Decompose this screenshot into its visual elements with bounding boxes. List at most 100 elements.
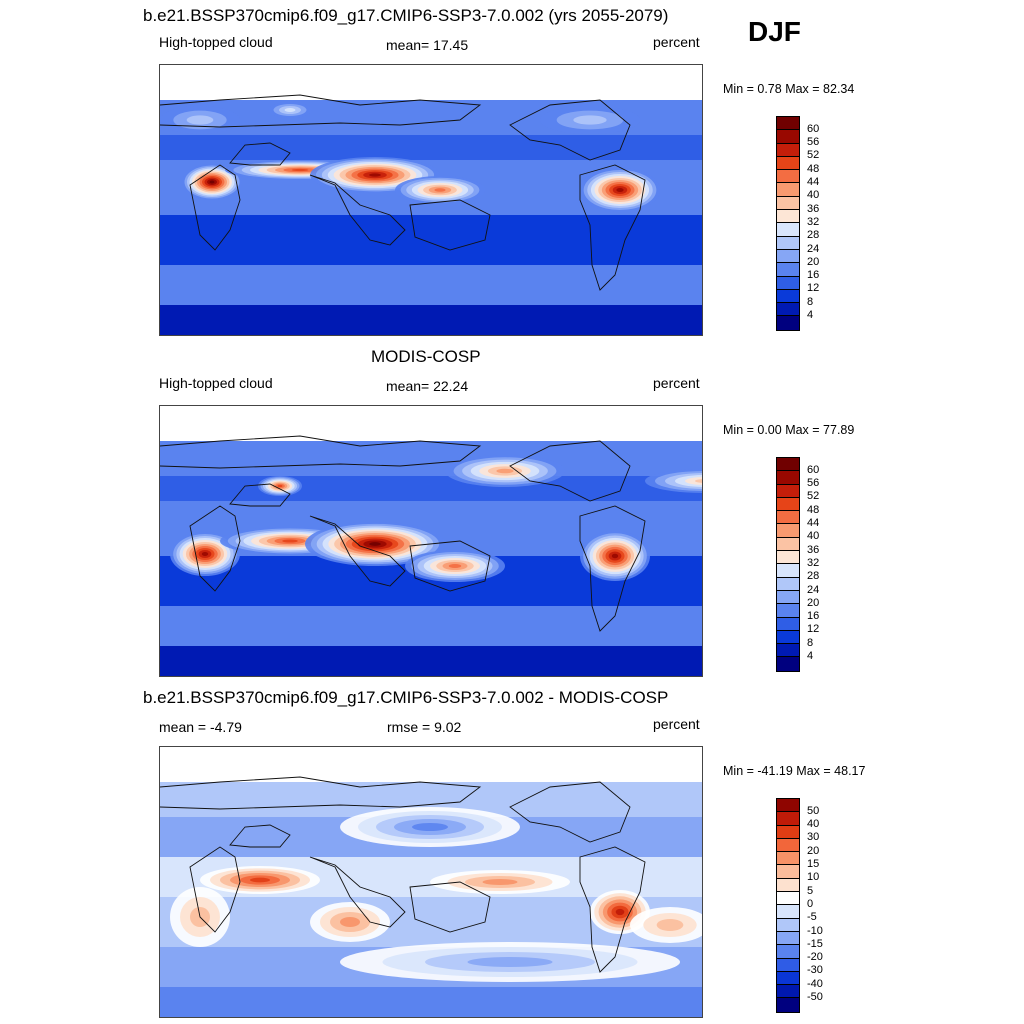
panel-3-mean-label: mean = -4.79 xyxy=(159,719,242,735)
contour-blob xyxy=(611,553,619,559)
colorbar-tick-label: 4 xyxy=(807,309,814,321)
panel-1-contour-plot xyxy=(160,65,702,335)
contour-blob xyxy=(695,479,702,483)
panel-3-units-label: percent xyxy=(653,716,700,732)
colorbar-tick-label: 8 xyxy=(807,295,814,308)
colorbar-swatch xyxy=(777,812,799,826)
colorbar-swatch xyxy=(777,590,799,605)
colorbar-swatch xyxy=(777,931,799,946)
contour-blob xyxy=(685,477,702,485)
colorbar-swatch xyxy=(777,892,799,906)
colorbar-tick-label: 36 xyxy=(807,543,820,556)
colorbar-tick-label: 12 xyxy=(807,282,820,295)
colorbar-swatches xyxy=(776,457,800,672)
colorbar-swatch xyxy=(777,143,799,157)
colorbar-tick-label: 44 xyxy=(807,517,820,529)
colorbar-tick-label: -10 xyxy=(807,924,823,937)
colorbar-swatch xyxy=(777,183,799,197)
colorbar-tick-label: 28 xyxy=(807,229,820,242)
colorbar-tick-label: 32 xyxy=(807,556,820,569)
contour-blob xyxy=(482,879,518,885)
colorbar-tick-label: 5 xyxy=(807,884,814,897)
coastline xyxy=(189,164,241,251)
contour-band xyxy=(160,747,702,782)
contour-band xyxy=(160,441,702,476)
coastline xyxy=(409,881,491,933)
colorbar-tick-label: 20 xyxy=(807,844,820,857)
coastline xyxy=(509,781,631,843)
contour-blob xyxy=(282,539,298,543)
colorbar-swatch xyxy=(777,630,799,645)
colorbar-swatch xyxy=(777,156,799,171)
contour-band xyxy=(160,135,702,160)
contour-blob xyxy=(291,168,309,172)
colorbar-tick-label: 60 xyxy=(807,122,820,135)
contour-band xyxy=(160,987,702,1017)
no-data-region xyxy=(160,65,702,93)
colorbar-swatch xyxy=(777,998,799,1012)
colorbar-swatch xyxy=(777,945,799,959)
colorbar-swatch xyxy=(777,170,799,184)
colorbar-tick-label: 8 xyxy=(807,636,814,649)
contour-blob xyxy=(340,917,360,927)
contour-blob xyxy=(467,957,553,967)
colorbar-tick-label: 20 xyxy=(807,596,820,609)
colorbar-tick-label: -20 xyxy=(807,951,823,964)
coastline xyxy=(579,505,646,632)
colorbar-swatch xyxy=(777,458,799,472)
colorbar-tick-label: 40 xyxy=(807,818,820,831)
colorbar-swatch xyxy=(777,484,799,498)
coastline xyxy=(309,174,406,246)
contour-blob xyxy=(412,823,448,831)
colorbar-swatch xyxy=(777,838,799,853)
panel-2-variable-label: High-topped cloud xyxy=(159,375,273,391)
colorbar-tick-label: 16 xyxy=(807,269,820,282)
contour-band xyxy=(160,606,702,646)
contour-blob xyxy=(434,188,446,192)
coastline xyxy=(160,776,482,810)
colorbar-tick-label: 60 xyxy=(807,463,820,476)
colorbar-swatch xyxy=(777,223,799,237)
colorbar-tick-label: 10 xyxy=(807,871,820,884)
colorbar-swatch xyxy=(777,316,799,330)
coastline xyxy=(509,440,631,502)
colorbar-swatch xyxy=(777,644,799,658)
contour-blob xyxy=(201,552,209,556)
contour-blob xyxy=(615,908,625,916)
coastline xyxy=(309,856,406,928)
season-label: DJF xyxy=(748,16,801,47)
coastline xyxy=(189,505,241,592)
colorbar-swatch xyxy=(777,918,799,932)
contour-blob xyxy=(250,877,270,883)
colorbar-tick-label: 44 xyxy=(807,176,820,188)
colorbar-swatch xyxy=(777,825,799,839)
colorbar-swatch xyxy=(777,617,799,631)
colorbar-tick-label: 20 xyxy=(807,255,820,268)
contour-blob xyxy=(369,173,381,177)
colorbar-swatch xyxy=(777,564,799,578)
contour-band xyxy=(160,305,702,335)
colorbar-tick-label: 36 xyxy=(807,202,820,215)
colorbar-tick-label: 40 xyxy=(807,530,820,543)
colorbar-tick-label: 48 xyxy=(807,162,820,175)
colorbar-swatches xyxy=(776,116,800,331)
colorbar-swatch xyxy=(777,276,799,290)
panel-1-title: b.e21.BSSP370cmip6.f09_g17.CMIP6-SSP3-7.… xyxy=(143,6,669,25)
colorbar-tick-label: 4 xyxy=(807,650,814,662)
colorbar-swatch xyxy=(777,878,799,893)
colorbar-tick-label: 40 xyxy=(807,189,820,202)
colorbar-swatch xyxy=(777,236,799,250)
colorbar-swatch xyxy=(777,497,799,512)
coastline xyxy=(160,435,482,469)
coastline xyxy=(189,846,241,933)
colorbar-swatch xyxy=(777,958,799,972)
panel-1-variable-label: High-topped cloud xyxy=(159,34,273,50)
colorbar-tick-label: 50 xyxy=(807,804,820,817)
colorbar-tick-label: 12 xyxy=(807,623,820,636)
panel-1-units-label: percent xyxy=(653,34,700,50)
panel-2-mean-label: mean= 22.24 xyxy=(386,378,469,394)
colorbar-tick-label: -40 xyxy=(807,977,823,990)
panel-2-contour-plot xyxy=(160,406,702,676)
colorbar-swatch xyxy=(777,985,799,999)
colorbar-swatches xyxy=(776,798,800,1013)
